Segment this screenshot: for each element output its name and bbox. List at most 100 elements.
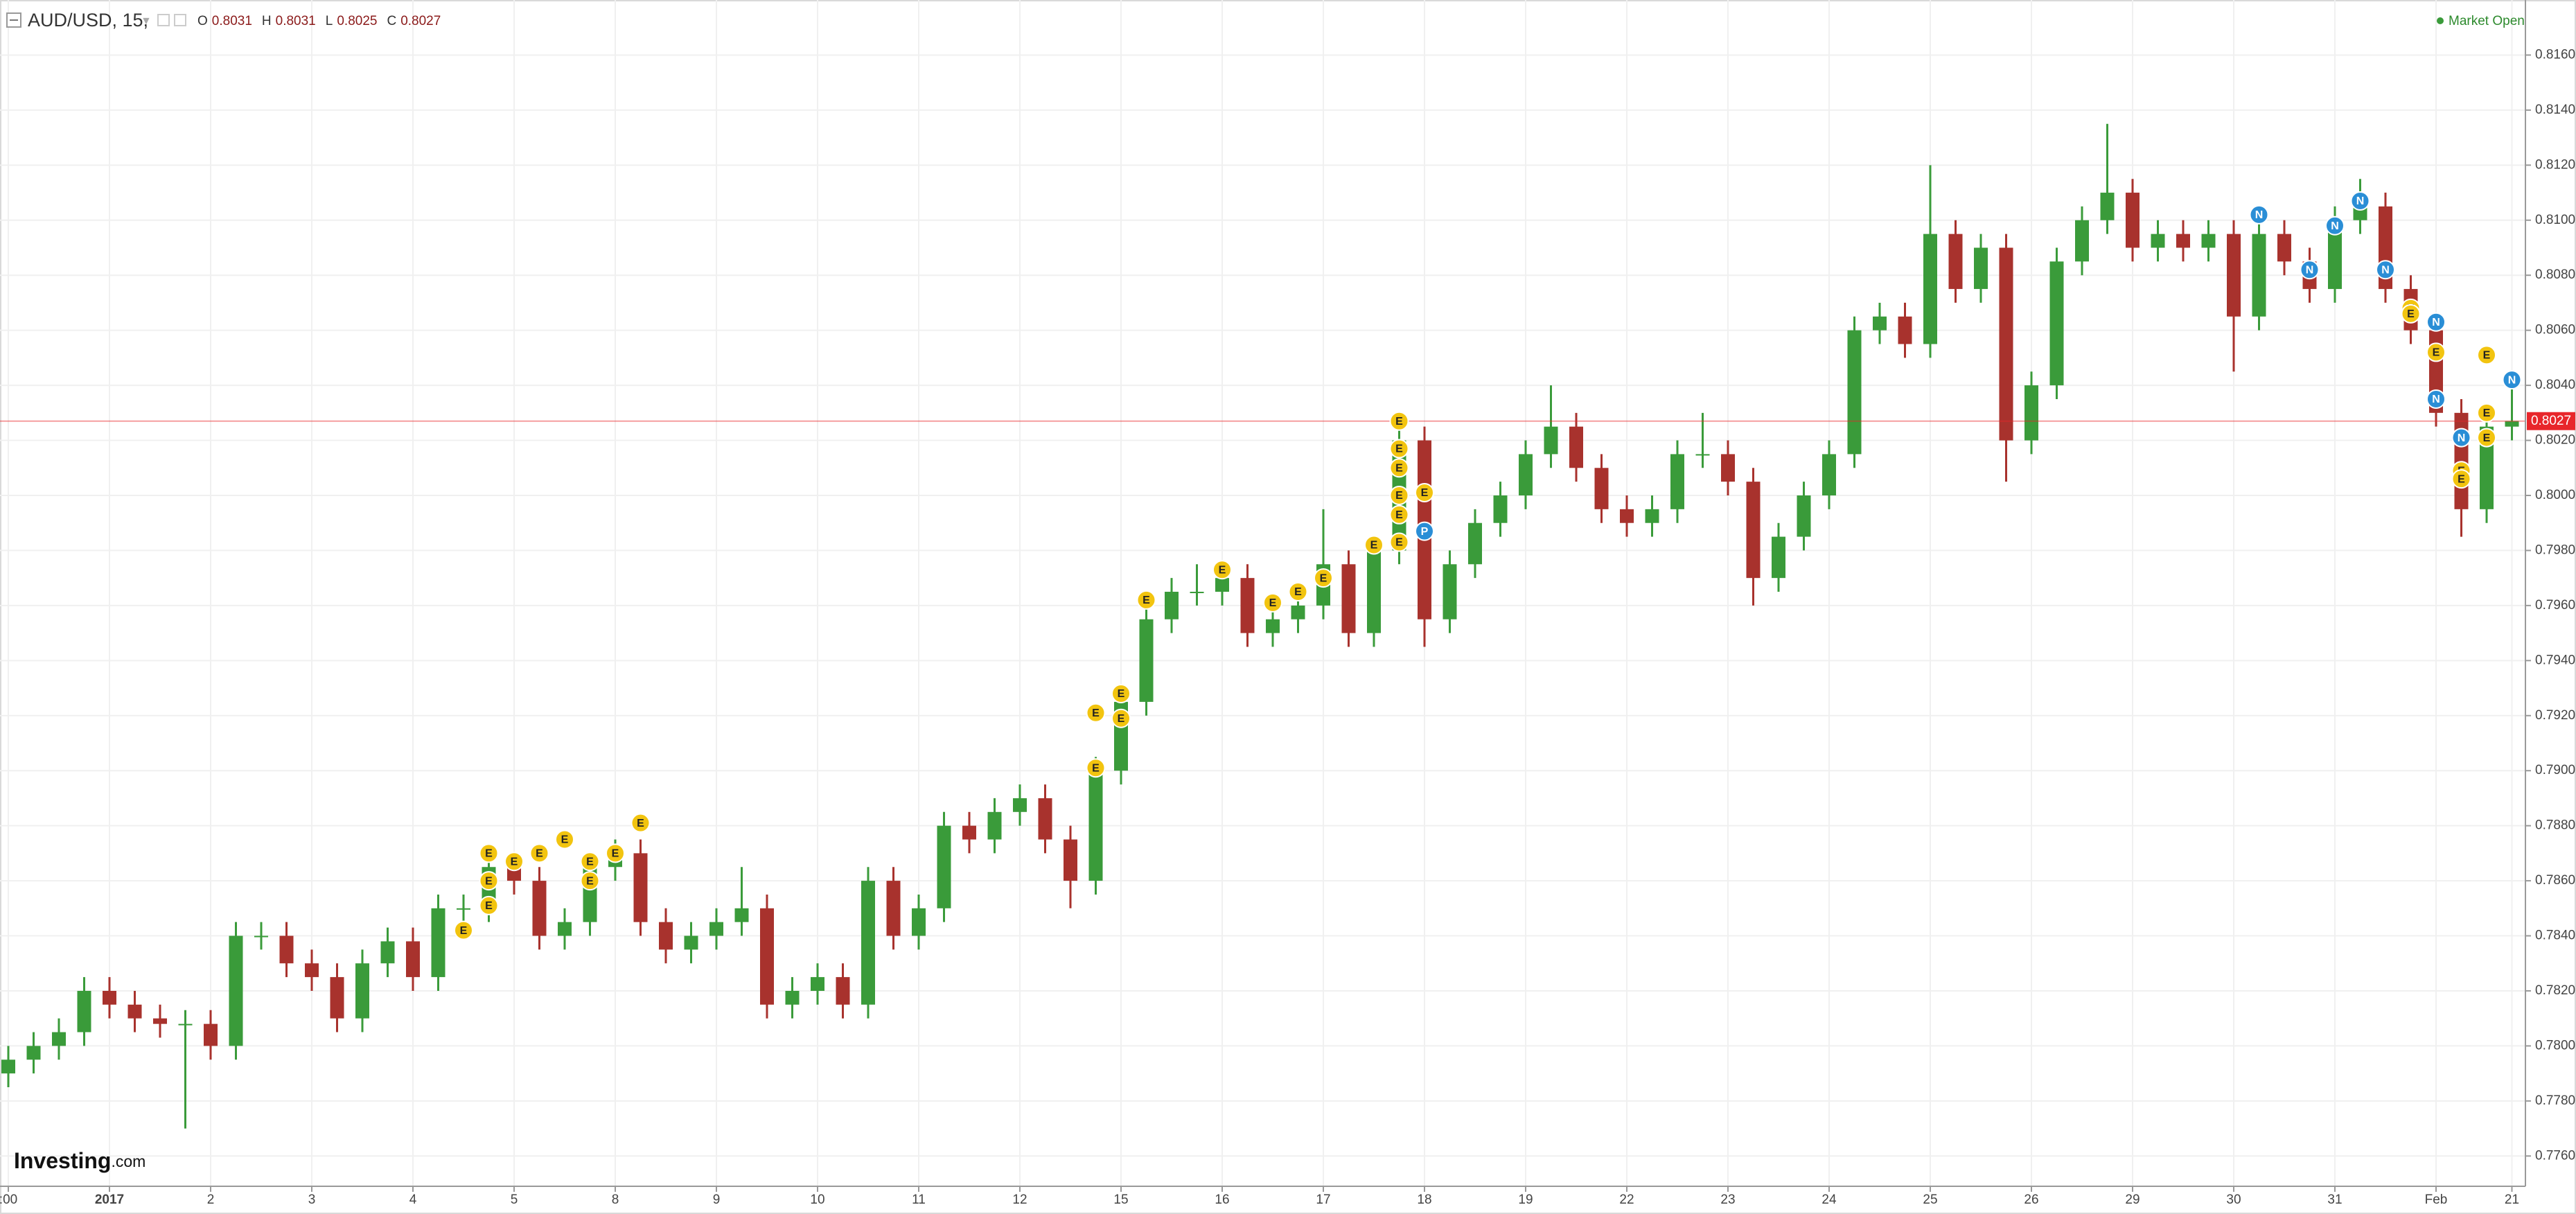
event-marker	[1415, 483, 1434, 503]
event-marker	[1314, 568, 1333, 588]
event-badge[interactable]: E	[454, 920, 473, 940]
event-badge[interactable]: E	[630, 813, 651, 833]
event-badge[interactable]: E	[2477, 345, 2496, 365]
candle-body	[558, 922, 572, 936]
candle-body	[1948, 234, 1963, 290]
event-badge[interactable]: N	[2502, 370, 2522, 390]
event-badge[interactable]: E	[1415, 483, 1434, 503]
y-tick-label: 0.7840	[2535, 929, 2575, 943]
last-price-box	[2527, 412, 2575, 430]
event-label: E	[511, 856, 518, 868]
event-badge[interactable]: E	[1389, 439, 1409, 459]
event-badge[interactable]: E	[2477, 403, 2496, 423]
event-label: N	[2381, 264, 2390, 276]
ohlc-label: C	[387, 14, 396, 28]
event-badge[interactable]: E	[1111, 708, 1131, 728]
event-badge[interactable]: E	[479, 871, 499, 891]
y-tick-label: 0.8160	[2535, 47, 2575, 62]
y-tick-label: 0.8060	[2535, 323, 2575, 337]
candle-body	[1088, 771, 1103, 881]
event-marker	[1389, 485, 1409, 505]
event-badge[interactable]: N	[2376, 260, 2395, 280]
event-marker	[1136, 590, 1156, 610]
event-badge[interactable]: E	[1288, 582, 1308, 602]
event-label: E	[1143, 595, 1150, 606]
event-label: E	[1320, 572, 1327, 584]
event-badge[interactable]: E	[1389, 532, 1409, 552]
event-badge[interactable]: P	[1415, 521, 1434, 541]
event-badge[interactable]: N	[2300, 260, 2320, 280]
x-tick-label: 3	[308, 1193, 316, 1207]
event-badge[interactable]: E	[1086, 703, 1106, 723]
x-tick-label: 18	[1417, 1193, 1431, 1207]
event-badge[interactable]: E	[555, 829, 574, 850]
event-marker	[2401, 304, 2421, 324]
event-badge[interactable]: E	[1389, 458, 1409, 478]
candle-body	[1695, 454, 1710, 456]
candle-body	[1898, 316, 1912, 344]
event-badge[interactable]: E	[1212, 560, 1232, 580]
event-badge[interactable]: E	[1389, 504, 1409, 525]
event-badge[interactable]: E	[1111, 683, 1131, 703]
event-badge[interactable]: E	[479, 895, 499, 915]
event-badge[interactable]: N	[2426, 312, 2446, 332]
event-badge[interactable]: E	[2401, 304, 2421, 324]
event-badge[interactable]: N	[2426, 389, 2446, 409]
event-badge[interactable]: E	[2477, 428, 2496, 448]
event-marker	[2477, 428, 2496, 448]
event-label: E	[1118, 688, 1125, 700]
event-badge[interactable]: E	[2451, 469, 2471, 489]
event-marker	[2426, 389, 2446, 409]
event-badge[interactable]: E	[1364, 535, 1384, 555]
event-badge[interactable]: E	[479, 843, 499, 863]
event-badge[interactable]: E	[1263, 592, 1282, 613]
event-badge[interactable]: E	[1314, 568, 1333, 588]
event-badge[interactable]: N	[2249, 204, 2269, 225]
x-tick-label: :00	[0, 1193, 17, 1207]
candle-body	[937, 825, 951, 908]
event-badge[interactable]: E	[580, 852, 600, 872]
y-tick-label: 0.7860	[2535, 873, 2575, 888]
candle-body	[861, 881, 875, 1005]
event-badge[interactable]: E	[1389, 411, 1409, 431]
event-badge[interactable]: E	[580, 871, 600, 891]
x-tick-label: 24	[1821, 1193, 1837, 1207]
candle-body	[1266, 619, 1280, 633]
y-tick-label: 0.8120	[2535, 157, 2575, 172]
candle-body	[532, 881, 547, 936]
x-tick-label: 2	[207, 1193, 215, 1207]
event-badge[interactable]: E	[1389, 485, 1409, 505]
candle-body	[836, 977, 850, 1005]
event-badge[interactable]: E	[1086, 758, 1106, 778]
candle-body	[912, 908, 926, 936]
candle-body	[2505, 421, 2519, 427]
event-badge[interactable]: E	[529, 843, 549, 863]
event-label: E	[1395, 490, 1403, 502]
event-marker	[479, 871, 499, 891]
event-badge[interactable]: N	[2350, 191, 2370, 211]
x-tick-label: 15	[1113, 1193, 1128, 1207]
event-badge[interactable]: E	[2426, 342, 2446, 362]
y-tick-label: 0.7780	[2535, 1093, 2575, 1108]
x-tick-label: 29	[2125, 1193, 2140, 1207]
candle-body	[2252, 234, 2266, 317]
event-badge[interactable]: N	[2451, 428, 2471, 448]
event-marker	[1389, 458, 1409, 478]
event-badge[interactable]: E	[606, 843, 625, 863]
close-icon[interactable]	[174, 14, 186, 26]
candle-body	[2100, 193, 2115, 220]
settings-icon[interactable]	[157, 14, 170, 26]
dropdown-arrow[interactable]: ▼	[141, 15, 152, 27]
candle-body	[380, 941, 395, 964]
event-label: E	[1294, 586, 1302, 598]
event-marker	[606, 843, 625, 863]
event-badge[interactable]: E	[1136, 590, 1156, 610]
candle-body	[330, 977, 344, 1019]
event-badge[interactable]: E	[504, 852, 524, 872]
y-tick-label: 0.7920	[2535, 708, 2575, 723]
candle-body	[26, 1046, 41, 1060]
x-tick-label: 21	[2505, 1193, 2519, 1207]
event-badge[interactable]: N	[2325, 215, 2345, 236]
event-label: E	[1370, 540, 1378, 552]
